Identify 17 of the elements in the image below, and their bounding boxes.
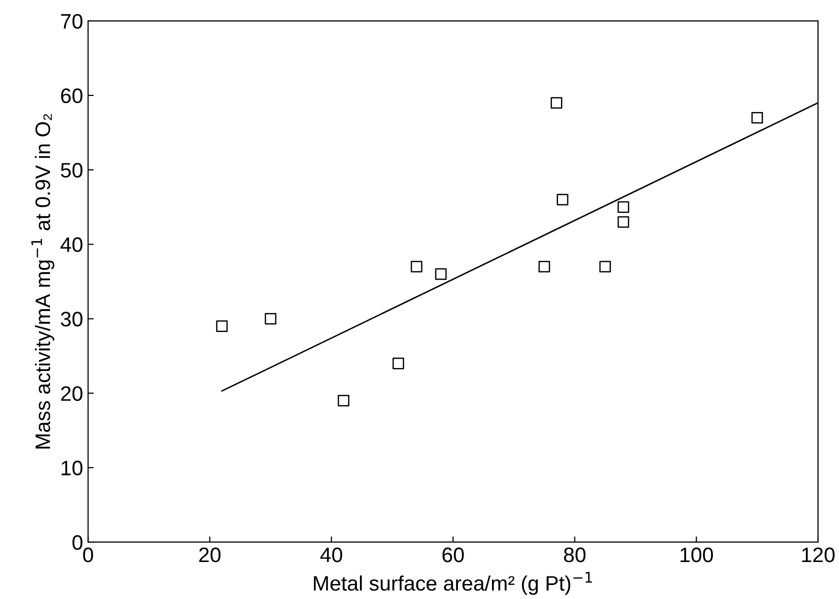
y-tick-label: 60 (61, 88, 82, 104)
y-tick-label: 40 (60, 237, 82, 252)
x-tick-label: 100 (680, 548, 713, 562)
x-tick-label: 120 (802, 548, 835, 562)
y-tick-label: 0 (72, 535, 82, 550)
y-tick-label: 50 (60, 162, 82, 178)
x-tick-label: 20 (199, 548, 221, 562)
y-axis-title: Mass activity/mA mg$^{−1}$ at 0.9V in O₂ (31, 114, 54, 448)
y-tick-label: 30 (60, 312, 82, 327)
x-tick-label: 0 (83, 548, 94, 562)
y-tick-label: 20 (61, 386, 82, 401)
x-tick-label: 60 (442, 548, 464, 562)
y-tick-label: 10 (62, 460, 82, 476)
x-tick-label: 40 (320, 548, 342, 562)
x-tick-label: 80 (564, 548, 586, 562)
y-tick-label: 70 (61, 14, 82, 29)
x-axis-title: Metal surface area/m² (g Pt)$^{−1}$ (314, 572, 592, 595)
